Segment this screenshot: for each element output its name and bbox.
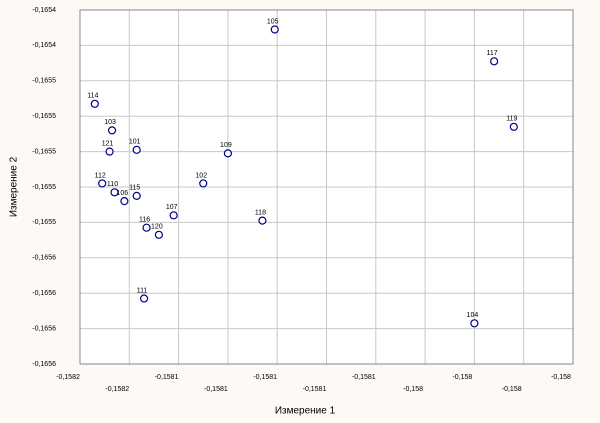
point	[223, 149, 232, 158]
point-label: 114	[87, 93, 98, 100]
y-tick-label: -0,1655	[32, 113, 56, 120]
point	[105, 147, 114, 156]
x-tick-label: -0,158	[551, 374, 571, 381]
y-tick-label: -0,1655	[32, 219, 56, 226]
y-tick-label: -0,1654	[32, 42, 56, 49]
point	[490, 57, 499, 66]
x-tick-label: -0,1581	[352, 374, 376, 381]
x-tick-label: -0,158	[502, 386, 522, 393]
plot-frame	[79, 9, 574, 365]
x-tick-label: -0,1581	[155, 374, 179, 381]
point-label: 119	[506, 116, 517, 123]
point-label: 120	[151, 224, 163, 231]
point-label: 111	[137, 287, 148, 294]
y-tick-label: -0,1656	[32, 325, 56, 332]
point	[120, 197, 129, 206]
point	[90, 99, 99, 108]
point	[139, 294, 149, 303]
point-label: 102	[195, 172, 207, 179]
point-label: 107	[166, 204, 178, 211]
point	[258, 216, 267, 225]
x-axis-title: Измерение 1	[275, 406, 336, 417]
point-label: 109	[220, 142, 232, 149]
point-label: 103	[104, 119, 116, 126]
y-tick-label: -0,1656	[32, 290, 56, 297]
point-label: 106	[117, 190, 129, 197]
point-label: 105	[267, 18, 279, 25]
point	[98, 179, 107, 188]
y-tick-label: -0,1655	[32, 148, 56, 155]
point-label: 112	[95, 172, 106, 179]
x-tick-label: -0,1581	[204, 386, 228, 393]
point	[270, 25, 279, 34]
point	[132, 191, 141, 200]
x-tick-label: -0,1581	[303, 386, 327, 393]
x-tick-label: -0,158	[403, 386, 423, 393]
point	[154, 230, 163, 239]
point	[509, 122, 518, 131]
point-label: 101	[129, 139, 141, 146]
y-axis-title: Измерение 2	[9, 156, 20, 217]
point-label: 104	[467, 312, 479, 319]
x-tick-label: -0,1582	[105, 386, 129, 393]
point-label: 115	[129, 185, 140, 192]
x-tick-label: -0,1582	[56, 374, 80, 381]
point	[132, 145, 141, 154]
point	[199, 179, 208, 188]
point-label: 110	[107, 181, 118, 188]
point	[107, 126, 117, 135]
y-tick-label: -0,1654	[32, 7, 56, 14]
point-label: 118	[255, 209, 266, 216]
y-tick-label: -0,1655	[32, 184, 56, 191]
point	[169, 211, 178, 220]
y-tick-label: -0,1656	[32, 361, 56, 368]
point-label: 116	[139, 217, 150, 224]
y-tick-label: -0,1655	[32, 78, 56, 85]
point-label: 117	[487, 50, 498, 57]
x-tick-label: -0,158	[452, 374, 472, 381]
point	[470, 319, 479, 328]
point	[142, 223, 151, 232]
point	[110, 188, 119, 197]
x-tick-label: -0,1581	[253, 374, 277, 381]
point-label: 121	[102, 140, 114, 147]
y-tick-label: -0,1656	[32, 255, 56, 262]
